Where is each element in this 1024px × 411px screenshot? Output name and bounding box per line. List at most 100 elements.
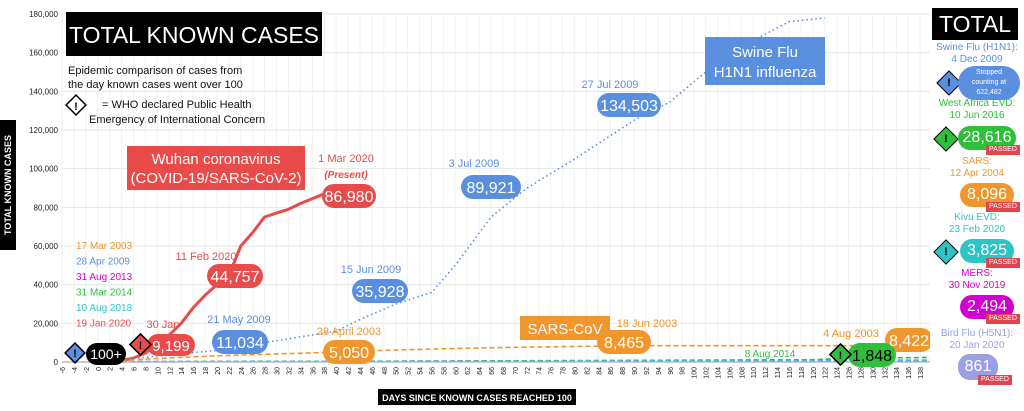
y-tick-label: 160,000 — [29, 49, 58, 58]
h1n1-value-2-pill — [352, 279, 408, 303]
chart-title: TOTAL KNOWN CASES — [69, 22, 319, 48]
x-tick-label: 104 — [715, 367, 722, 379]
x-tick-label: 94 — [656, 367, 663, 375]
x-tick-label: 128 — [858, 367, 865, 379]
sidebar-h1n1-date: 4 Dec 2009 — [951, 54, 1003, 65]
start-date-label: 10 Aug 2018 — [76, 303, 133, 314]
h1n1-title-bg — [705, 37, 825, 85]
start-date-label: 17 Mar 2003 — [76, 241, 133, 252]
x-tick-label: 14 — [179, 367, 186, 375]
evd-value-pill — [848, 343, 896, 367]
description-line-1: Epidemic comparison of cases from — [68, 65, 242, 77]
sidebar-birdflu-date: 20 Jan 2020 — [949, 340, 1005, 351]
start-date-label: 31 Aug 2013 — [76, 272, 133, 283]
sars-date-1: 28 April 2003 — [317, 326, 381, 338]
sars-value-1-pill — [323, 340, 375, 364]
covid-diamond-symbol: ! — [139, 340, 143, 352]
x-tick-label: 126 — [847, 367, 854, 379]
x-tick-label: 118 — [799, 367, 806, 378]
sidebar-evd-passed: PASSED — [986, 145, 1020, 155]
h1n1-start-diamond: ! — [64, 342, 86, 364]
x-tick-label: 132 — [882, 367, 889, 379]
start-value-pill — [86, 343, 126, 365]
description-line-2: the day known cases went over 100 — [68, 79, 243, 91]
x-tick-label: -6 — [60, 367, 67, 373]
sidebar-h1n1-pill: Stopped counting at 622,482 — [958, 66, 1020, 100]
sars-value-3-pill — [885, 328, 930, 352]
x-tick-label: 50 — [394, 367, 401, 375]
sidebar-sars-name: SARS: — [961, 156, 992, 167]
x-tick-label: 48 — [382, 367, 389, 375]
h1n1-diamond-symbol: ! — [73, 348, 77, 360]
x-tick-label: 108 — [739, 367, 746, 379]
x-tick-label: 40 — [334, 367, 341, 375]
x-tick-label: 38 — [322, 367, 329, 375]
y-axis-title: TOTAL KNOWN CASES — [3, 135, 13, 235]
x-tick-label: 18 — [203, 367, 210, 375]
h1n1-title-2: H1N1 influenza — [714, 64, 817, 81]
x-tick-label: 34 — [298, 367, 305, 375]
x-tick-label: 2 — [108, 367, 115, 371]
x-tick-label: 138 — [918, 367, 925, 379]
x-tick-label: 72 — [525, 367, 532, 375]
sidebar-birdflu-passed: PASSED — [978, 375, 1012, 385]
x-tick-label: 74 — [537, 367, 544, 375]
x-tick-label: 70 — [513, 367, 520, 375]
x-tick-label: 122 — [823, 367, 830, 379]
h1n1-value-4-pill — [597, 93, 661, 117]
covid-date-1: 30 Jan — [146, 319, 179, 331]
y-tick-label: 120,000 — [29, 126, 58, 135]
x-tick-label: 46 — [370, 367, 377, 375]
sidebar-mers-name: MERS: — [961, 268, 993, 279]
x-tick-label: 136 — [906, 367, 913, 379]
x-tick-label: 30 — [275, 367, 282, 375]
start-date-label: 28 Apr 2009 — [76, 257, 130, 268]
sidebar-sars-date: 12 Apr 2004 — [950, 168, 1004, 179]
x-tick-label: 68 — [501, 367, 508, 375]
x-tick-label: -2 — [84, 367, 91, 373]
start-dates: 17 Mar 2003 28 Apr 2009 31 Aug 2013 31 Mar … — [76, 241, 133, 330]
x-tick-label: 62 — [465, 367, 472, 375]
x-tick-label: 102 — [704, 367, 711, 379]
x-tick-label: 120 — [811, 367, 818, 379]
x-tick-label: 88 — [620, 367, 627, 375]
x-tick-label: 28 — [263, 367, 270, 375]
y-tick-label: 40,000 — [34, 281, 59, 290]
sidebar-evd-who-diamond: ! — [933, 126, 959, 152]
series-line — [97, 344, 930, 363]
x-tick-label: 130 — [870, 367, 877, 379]
sidebar-kivu-passed: PASSED — [986, 258, 1020, 268]
x-tick-label: 86 — [608, 367, 615, 375]
sars-title-bg — [520, 316, 610, 340]
legend-who-text-1: = WHO declared Public Health — [102, 99, 251, 111]
x-tick-label: 96 — [668, 367, 675, 375]
covid-who-diamond: ! — [128, 332, 153, 357]
h1n1-value-1: 11,034 — [216, 335, 264, 352]
epidemic-chart: 0 20,000 40,000 60,000 80,000 100,000 120,000 1… — [0, 10, 930, 405]
covid-title-2: (COVID-19/SARS-CoV-2) — [131, 170, 302, 187]
x-tick-label: 22 — [227, 367, 234, 375]
x-tick-label: 134 — [894, 367, 901, 379]
sidebar-h1n1-value-line1: Stopped — [975, 69, 1003, 76]
sars-title: SARS-CoV — [527, 321, 602, 338]
x-tick-label: 36 — [310, 367, 317, 375]
x-tick-label: 92 — [644, 367, 651, 375]
evd-who-diamond: ! — [828, 342, 853, 367]
series-line — [97, 192, 325, 364]
x-tick-label: 106 — [727, 367, 734, 379]
x-axis-title: DAYS SINCE KNOWN CASES REACHED 100 — [382, 393, 572, 403]
sars-date-3: 4 Aug 2003 — [823, 328, 879, 340]
h1n1-date-2: 15 Jun 2009 — [341, 264, 402, 276]
sidebar-kivu-diamond-symbol: ! — [944, 246, 948, 258]
y-tick-label: 20,000 — [34, 319, 59, 328]
start-value: 100+ — [90, 346, 122, 362]
covid-value-1-pill — [147, 334, 195, 356]
h1n1-date-3: 3 Jul 2009 — [449, 158, 500, 170]
covid-value-1: 9,199 — [152, 338, 190, 355]
x-axis-title-bg — [378, 389, 576, 405]
covid-date-2: 11 Feb 2020 — [176, 251, 237, 263]
x-tick-label: -4 — [72, 367, 79, 373]
x-tick-label: 42 — [346, 367, 353, 375]
h1n1-value-3: 89,921 — [467, 180, 516, 197]
x-tick-label: 56 — [429, 367, 436, 375]
